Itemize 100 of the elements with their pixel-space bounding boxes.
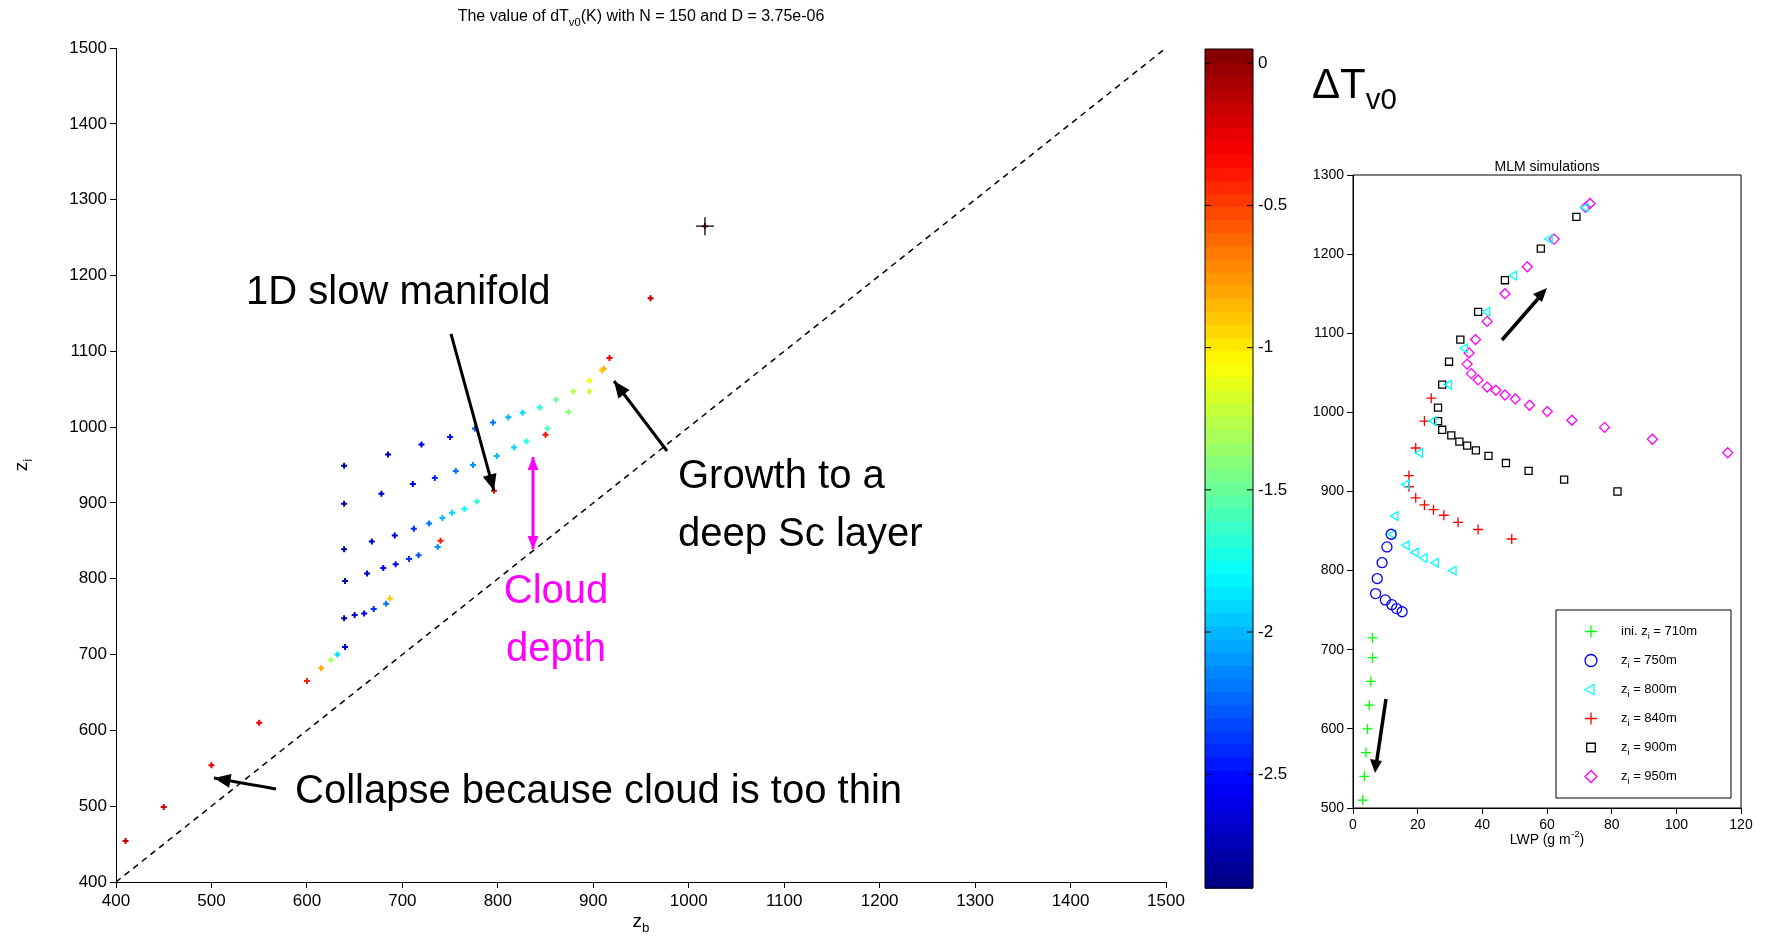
point [1465, 367, 1477, 380]
point [1363, 699, 1375, 711]
point [1613, 487, 1622, 496]
point [1357, 794, 1369, 806]
y-tick-label: 1100 [70, 340, 107, 360]
x-tick-label: 1200 [860, 890, 899, 910]
x-tick-label: 600 [292, 890, 322, 910]
y-tick-label: 500 [1320, 798, 1345, 815]
point [1584, 197, 1596, 210]
point [1469, 333, 1482, 346]
point [1598, 421, 1611, 434]
point [1366, 652, 1379, 664]
y-tick-label: 400 [78, 871, 107, 891]
annotation: Cloud depth [503, 567, 609, 670]
point [1358, 770, 1370, 782]
y-tick-label: 800 [78, 568, 107, 588]
y-tick-label: 1000 [1312, 403, 1345, 420]
point [1447, 565, 1457, 576]
point [1418, 552, 1428, 563]
point [1500, 276, 1510, 285]
x-tick-label: 1100 [765, 890, 803, 910]
point [1360, 746, 1372, 759]
x-tick-label: 40 [1474, 816, 1491, 833]
point [1365, 675, 1377, 688]
x-tick-label: 1000 [669, 890, 708, 910]
point [1371, 572, 1383, 585]
x-tick-label: 900 [579, 890, 608, 910]
point [1444, 357, 1454, 366]
point [1499, 288, 1511, 300]
point [1433, 416, 1443, 426]
annotation: Growth to a deep Sc layer [678, 452, 923, 555]
y-tick-label: 1300 [69, 189, 107, 209]
point [1410, 442, 1422, 454]
y-tick-label: 700 [1320, 640, 1345, 657]
color-bar-label: -1 [1258, 337, 1274, 357]
point [1396, 606, 1408, 618]
x-tick-label: 0 [1349, 816, 1358, 833]
color-bar-label: -0.5 [1258, 195, 1288, 215]
x-tick-label: 20 [1409, 816, 1426, 833]
point [1425, 392, 1437, 404]
point [1506, 533, 1518, 545]
point [1427, 504, 1440, 516]
y-tick-label: 500 [78, 795, 107, 815]
x-tick-label: 700 [388, 890, 417, 910]
x-tick-label: 500 [197, 890, 226, 910]
point [1418, 499, 1431, 511]
color-bar-label: 0 [1258, 52, 1268, 72]
point [1471, 446, 1481, 455]
y-tick-label: 600 [78, 720, 107, 740]
y-tick-label: 900 [78, 492, 107, 512]
point [1386, 599, 1398, 611]
annotation: 1D slow manifold [246, 267, 551, 312]
point [1524, 466, 1533, 476]
x-tick-label: 100 [1664, 816, 1689, 833]
point [1559, 475, 1569, 484]
point [1509, 393, 1521, 405]
y-tick-label: 1100 [1313, 324, 1345, 341]
y-tick-label: 600 [1320, 719, 1345, 736]
y-tick-label: 700 [78, 644, 107, 664]
point [1430, 557, 1439, 568]
y-tick-label: 1200 [1312, 244, 1345, 261]
point [1455, 437, 1464, 446]
x-tick-label: 1400 [1051, 890, 1090, 910]
point [1379, 594, 1391, 606]
x-tick-label: 80 [1603, 816, 1620, 833]
point [1403, 470, 1415, 482]
point [1401, 479, 1410, 490]
point [1463, 347, 1475, 359]
point [1543, 234, 1553, 245]
x-tick-label: 1500 [1147, 890, 1185, 910]
y-tick-label: 1000 [69, 416, 107, 436]
point [1722, 447, 1734, 459]
point [1481, 381, 1493, 393]
y-tick-label: 1300 [1312, 165, 1345, 182]
point [1438, 425, 1447, 434]
point [1490, 384, 1502, 396]
point [1484, 451, 1493, 461]
x-tick-label: 120 [1729, 816, 1753, 833]
point [1508, 270, 1518, 281]
point [695, 216, 715, 236]
point [1523, 399, 1536, 411]
point [1461, 358, 1473, 370]
point [1501, 458, 1511, 468]
y-tick-label: 1500 [69, 37, 107, 57]
y-tick-label: 800 [1320, 561, 1345, 578]
point [1566, 414, 1578, 426]
color-bar-label: -2 [1258, 621, 1274, 641]
point [1427, 416, 1437, 427]
point [1521, 261, 1533, 273]
point [1361, 723, 1374, 735]
point [1401, 540, 1410, 551]
point [1536, 244, 1546, 253]
point [1376, 557, 1388, 569]
point [1472, 374, 1484, 386]
y-axis-title: zi [10, 458, 36, 472]
chart-title: MLM simulations [1494, 157, 1600, 174]
y-tick-label: 1400 [69, 113, 107, 133]
point [1456, 335, 1465, 344]
point [1499, 389, 1511, 401]
x-tick-label: 800 [483, 890, 513, 910]
